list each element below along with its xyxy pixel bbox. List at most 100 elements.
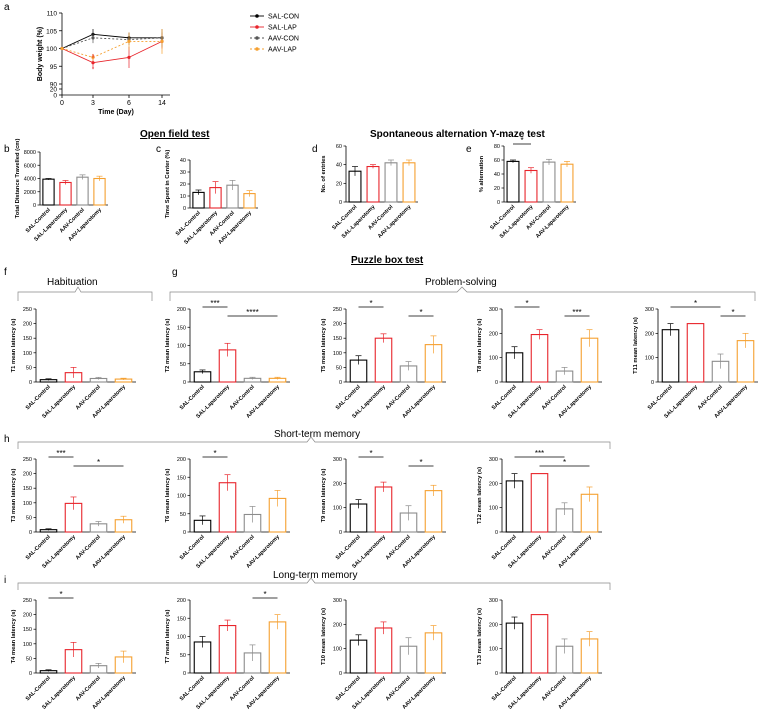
y-tick-label: 300 xyxy=(489,598,498,604)
significance-label: * xyxy=(731,308,734,317)
y-tick-label: 0 xyxy=(495,671,498,677)
legend-marker xyxy=(255,14,259,18)
bar-SAL-Control xyxy=(505,622,524,674)
y-axis-label: T13 mean latency (s) xyxy=(477,608,483,665)
title-long: Long-term memory xyxy=(273,570,357,581)
y-tick-label: 0 xyxy=(651,380,654,386)
significance-label: * xyxy=(213,449,216,458)
y-tick-label: 50 xyxy=(26,365,32,371)
bar-AAV-Control xyxy=(542,161,556,203)
x-tick-label: AAV-Control xyxy=(229,675,256,702)
x-tick-label: SAL-Control xyxy=(335,534,362,561)
legend-marker xyxy=(255,25,259,29)
y-tick-label: 0 xyxy=(339,380,342,386)
legend-label: SAL-CON xyxy=(268,14,299,21)
bar-AAV-Control xyxy=(76,176,89,206)
data-point xyxy=(127,39,131,44)
x-tick-label: SAL-Control xyxy=(179,534,206,561)
y-tick-label: 200 xyxy=(333,481,342,487)
y-tick-label: 200 xyxy=(177,307,186,313)
series-line-SAL-CON xyxy=(61,33,162,49)
y-axis-label: T7 mean latency (s) xyxy=(165,610,171,664)
x-tick-label: AAV-Control xyxy=(385,384,412,411)
y-tick-label: 100 xyxy=(489,506,498,512)
bracket-habituation xyxy=(17,286,153,301)
y-tick-label: 100 xyxy=(645,356,654,362)
data-point xyxy=(91,61,95,65)
y-tick-label: 100 xyxy=(177,635,186,641)
y-tick-label: 0 xyxy=(183,530,186,536)
y-tick-label: 0 xyxy=(29,671,32,677)
bar-AAV-Laparotomy xyxy=(402,162,416,203)
y-tick-label: 60 xyxy=(494,158,500,164)
bar-AAV-Laparotomy xyxy=(560,163,574,203)
x-tick-label: AAV-Control xyxy=(541,534,568,561)
y-axis-label: T3 mean latency (s) xyxy=(11,469,17,523)
bar-SAL-Control xyxy=(506,160,520,203)
y-tick-label: 40 xyxy=(336,163,342,169)
bar-SAL-Laparotomy xyxy=(524,169,538,203)
y-tick-label: 8000 xyxy=(24,150,36,156)
data-point xyxy=(160,39,164,44)
title-problem: Problem-solving xyxy=(425,277,497,288)
title-puzzle: Puzzle box test xyxy=(351,255,424,266)
y-tick-label: 200 xyxy=(177,598,186,604)
y-tick-label: 150 xyxy=(177,616,186,622)
significance-label: *** xyxy=(56,449,65,458)
bar-SAL-Laparotomy xyxy=(366,165,380,203)
y-tick-label: 100 xyxy=(333,506,342,512)
y-axis-label: Time Spent in Center (%) xyxy=(165,150,171,219)
significance-label: * xyxy=(59,590,62,599)
title-short: Short-term memory xyxy=(274,429,360,440)
y-tick-label: 100 xyxy=(489,647,498,653)
y-axis-label: T2 mean latency (s) xyxy=(165,319,171,373)
y-axis-label: T1 mean latency (s) xyxy=(11,319,17,373)
y-tick-label: 0 xyxy=(183,206,186,212)
x-tick-label: SAL-Control xyxy=(335,384,362,411)
legend-label: SAL-LAP xyxy=(268,25,297,32)
y-tick-label: 0 xyxy=(183,671,186,677)
bar-SAL-Laparotomy xyxy=(374,486,393,533)
panel-letter-h: h xyxy=(4,434,10,445)
bar-AAV-Laparotomy xyxy=(268,621,287,674)
y-tick-label: 0 xyxy=(33,203,36,209)
y-tick-label: 200 xyxy=(23,322,32,328)
data-point xyxy=(91,36,95,40)
bar-SAL-Laparotomy xyxy=(686,323,705,383)
x-tick-label: SAL-Control xyxy=(491,675,518,702)
y-tick-label: 95 xyxy=(50,64,58,71)
significance-label: *** xyxy=(572,308,581,317)
y-tick-label: 10 xyxy=(180,194,186,200)
bar-SAL-Laparotomy xyxy=(374,337,393,383)
y-tick-label: 80 xyxy=(494,144,500,150)
title-yspont: Spontaneous alternation Y-maze test xyxy=(370,129,546,140)
significance-label: * xyxy=(369,299,372,308)
y-tick-label: 100 xyxy=(23,642,32,648)
y-tick-label: 30 xyxy=(180,170,186,176)
y-tick-label: 300 xyxy=(489,457,498,463)
panel-letter-i: i xyxy=(4,575,6,586)
x-tick-label: SAL-Control xyxy=(647,384,674,411)
bar-SAL-Laparotomy xyxy=(374,627,393,674)
y-tick-label: 105 xyxy=(46,28,57,35)
significance-label: * xyxy=(419,458,422,467)
series-line-AAV-LAP xyxy=(61,40,162,58)
bar-SAL-Control xyxy=(42,178,55,206)
y-axis-label: Body weight (%) xyxy=(37,27,44,81)
y-axis-label: T9 mean latency (s) xyxy=(321,469,327,523)
y-tick-label: 200 xyxy=(645,331,654,337)
bar-SAL-Laparotomy xyxy=(530,473,549,533)
panel-letter-b: b xyxy=(4,144,10,155)
y-axis-label: T4 mean latency (s) xyxy=(11,610,17,664)
x-tick-label: SAL-Control xyxy=(179,384,206,411)
x-tick-label: AAV-Laparotomy xyxy=(67,207,103,243)
y-tick-label: 50 xyxy=(180,512,186,518)
y-tick-label: 250 xyxy=(23,457,32,463)
y-tick-label: 0 xyxy=(339,200,342,206)
y-tick-label: 200 xyxy=(23,472,32,478)
y-tick-label: 4000 xyxy=(24,177,36,183)
significance-label: * xyxy=(563,458,566,467)
bracket-long xyxy=(17,577,611,590)
y-tick-label: 200 xyxy=(489,481,498,487)
x-tick-label: AAV-Control xyxy=(385,534,412,561)
